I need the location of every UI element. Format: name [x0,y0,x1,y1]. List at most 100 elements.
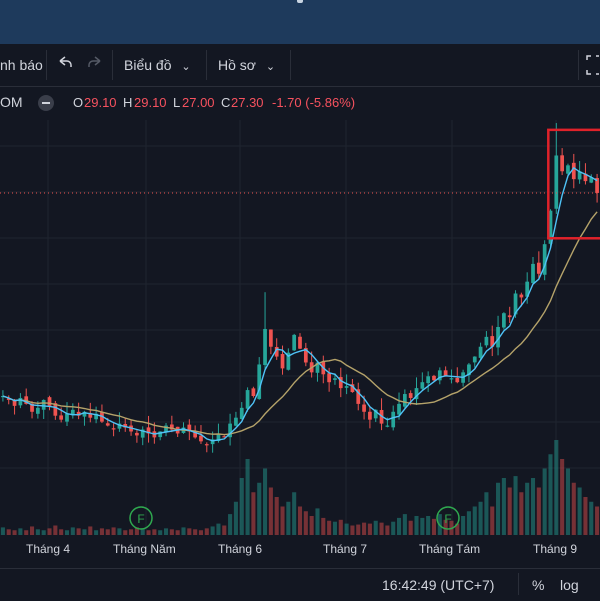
event-marker[interactable] [129,506,153,530]
redo-button[interactable] [86,44,104,86]
candle-body[interactable] [356,389,361,404]
candle-body[interactable] [420,382,425,389]
candle-body[interactable] [577,171,582,180]
candle-body[interactable] [47,397,52,406]
candle-body[interactable] [204,444,209,446]
candle-body[interactable] [437,370,442,381]
candle-body[interactable] [30,403,34,412]
candle-body[interactable] [135,432,139,436]
candle-body[interactable] [303,348,308,363]
candle-body[interactable] [414,388,419,400]
candle-body[interactable] [432,375,436,381]
candle-body[interactable] [123,423,128,428]
candle-body[interactable] [216,433,221,441]
candle-body[interactable] [502,313,506,328]
candle-body[interactable] [257,364,262,399]
candle-body[interactable] [65,413,69,422]
candle-body[interactable] [158,431,163,438]
candle-body[interactable] [554,155,559,209]
highlight-rectangle[interactable] [547,128,600,240]
candle-body[interactable] [478,346,483,358]
candle-body[interactable] [210,439,215,445]
candle-body[interactable] [164,425,168,433]
candle-body[interactable] [449,378,454,380]
candle-body[interactable] [513,293,518,315]
candle-body[interactable] [146,427,151,434]
undo-button[interactable] [56,44,74,86]
candle-body[interactable] [426,376,431,384]
candle-body[interactable] [443,370,448,377]
candle-body[interactable] [53,403,58,416]
candle-body[interactable] [187,424,192,432]
candle-body[interactable] [315,362,320,373]
candle-body[interactable] [467,364,471,376]
candle-body[interactable] [169,424,174,430]
candle-body[interactable] [36,407,40,414]
candle-body[interactable] [117,423,122,429]
candle-body[interactable] [6,398,11,400]
candle-body[interactable] [402,394,407,407]
candle-body[interactable] [333,378,337,380]
candle-body[interactable] [327,373,331,383]
candle-body[interactable] [222,436,227,438]
candle-body[interactable] [18,397,23,406]
candle-body[interactable] [88,413,93,418]
candle-body[interactable] [70,409,75,416]
candle-body[interactable] [234,417,238,426]
candle-body[interactable] [111,428,116,430]
candle-body[interactable] [274,347,279,357]
candle-body[interactable] [228,423,232,438]
candle-body[interactable] [571,162,576,180]
candle-body[interactable] [94,413,98,420]
candle-body[interactable] [286,352,291,370]
candle-body[interactable] [455,377,460,383]
candle-body[interactable] [251,388,256,396]
candle-body[interactable] [82,411,87,417]
candle-body[interactable] [41,399,46,410]
candle-body[interactable] [344,386,349,388]
alerts-button[interactable]: nh báo [0,57,43,73]
chart-menu-button[interactable]: Biểu đồ ⌄ [124,44,191,86]
resize-handle[interactable] [297,0,303,3]
candle-body[interactable] [595,178,599,193]
log-scale-toggle[interactable]: log [560,577,579,593]
percent-scale-toggle[interactable]: % [532,577,545,593]
candle-body[interactable] [385,425,390,427]
candle-body[interactable] [484,336,489,346]
candle-body[interactable] [408,393,413,398]
candle-body[interactable] [269,329,273,347]
candle-body[interactable] [368,411,372,420]
candle-body[interactable] [566,165,570,174]
candle-body[interactable] [589,177,594,183]
candle-body[interactable] [263,328,267,366]
candle-body[interactable] [490,336,495,347]
candle-body[interactable] [397,403,401,415]
candle-body[interactable] [12,399,17,406]
candle-body[interactable] [292,334,297,351]
eye-icon[interactable] [38,95,54,111]
candle-body[interactable] [472,356,477,363]
event-marker[interactable] [436,506,460,530]
candle-body[interactable] [59,415,64,420]
candle-body[interactable] [548,210,553,244]
candle-body[interactable] [519,294,524,298]
candle-body[interactable] [583,173,588,182]
symbol-name[interactable]: OM [0,94,23,110]
candle-body[interactable] [298,336,302,349]
candle-body[interactable] [245,390,250,409]
candle-body[interactable] [542,244,547,275]
candle-body[interactable] [76,411,81,416]
candle-body[interactable] [362,404,366,412]
candle-body[interactable] [373,409,378,419]
candle-body[interactable] [391,411,396,428]
candle-body[interactable] [140,429,145,438]
candle-body[interactable] [560,155,564,172]
candle-body[interactable] [525,281,530,297]
candle-body[interactable] [199,435,203,442]
profile-menu-button[interactable]: Hồ sơ ⌄ [218,44,275,86]
candle-body[interactable] [496,327,500,348]
candle-body[interactable] [507,315,512,318]
candle-body[interactable] [239,407,244,419]
candle-body[interactable] [193,430,198,438]
